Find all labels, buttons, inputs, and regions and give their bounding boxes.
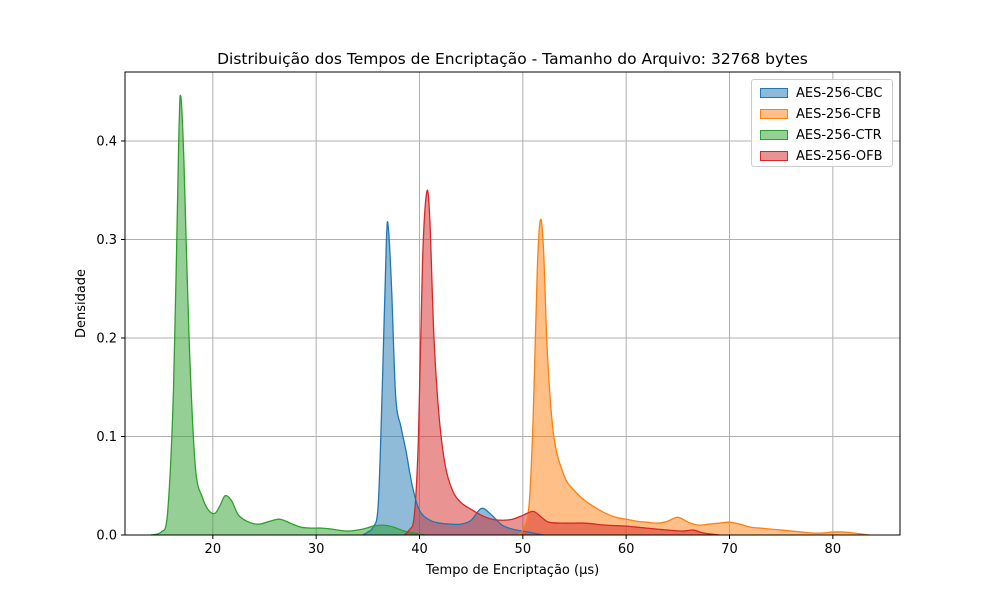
y-tick-label: 0.0: [96, 529, 117, 544]
plot-frame: [124, 71, 901, 536]
x-tick-label: 30: [308, 542, 325, 557]
y-tick-label: 0.4: [96, 134, 117, 149]
grid: [125, 72, 900, 536]
x-tick-label: 60: [618, 542, 635, 557]
x-tick-label: 40: [411, 542, 428, 557]
x-axis-label: Tempo de Encriptação (µs): [425, 563, 599, 578]
series-area-cfb: [517, 219, 869, 535]
legend-item-cfb: AES-256-CFB: [760, 104, 881, 124]
legend: AES-256-CBC AES-256-CFB AES-256-CTR AES-…: [751, 79, 893, 167]
x-tick-label: 20: [205, 542, 222, 557]
legend-label-cfb: AES-256-CFB: [796, 106, 882, 122]
series-lines: [150, 94, 870, 536]
legend-item-ctr: AES-256-CTR: [760, 125, 882, 145]
legend-item-cbc: AES-256-CBC: [760, 83, 882, 103]
series-areas: [150, 95, 869, 535]
series-line-ofb: [403, 189, 720, 536]
legend-label-ctr: AES-256-CTR: [796, 127, 882, 143]
x-axis-ticks: 20 30 40 50 60 70 80: [205, 535, 842, 557]
series-area-ofb: [404, 190, 720, 535]
x-tick-label: 80: [825, 542, 842, 557]
x-tick-label: 50: [515, 542, 532, 557]
legend-swatch-ctr: [760, 130, 788, 140]
legend-item-ofb: AES-256-OFB: [760, 146, 883, 166]
x-tick-label: 70: [721, 542, 738, 557]
y-tick-label: 0.2: [96, 331, 117, 346]
y-axis-label: Densidade: [74, 269, 89, 338]
series-line-cfb: [517, 218, 870, 536]
legend-swatch-cfb: [760, 109, 788, 119]
series-area-ctr: [150, 95, 425, 535]
y-tick-label: 0.3: [96, 233, 117, 248]
chart-title: Distribuição dos Tempos de Encriptação -…: [217, 50, 808, 68]
legend-label-cbc: AES-256-CBC: [796, 85, 883, 101]
legend-swatch-ofb: [760, 151, 788, 161]
y-tick-label: 0.1: [96, 430, 117, 445]
legend-label-ofb: AES-256-OFB: [796, 148, 883, 164]
y-axis-ticks: 0.0 0.1 0.2 0.3 0.4: [96, 134, 125, 544]
series-area-cbc: [362, 221, 544, 535]
series-line-ctr: [150, 94, 425, 536]
legend-swatch-cbc: [760, 88, 788, 98]
